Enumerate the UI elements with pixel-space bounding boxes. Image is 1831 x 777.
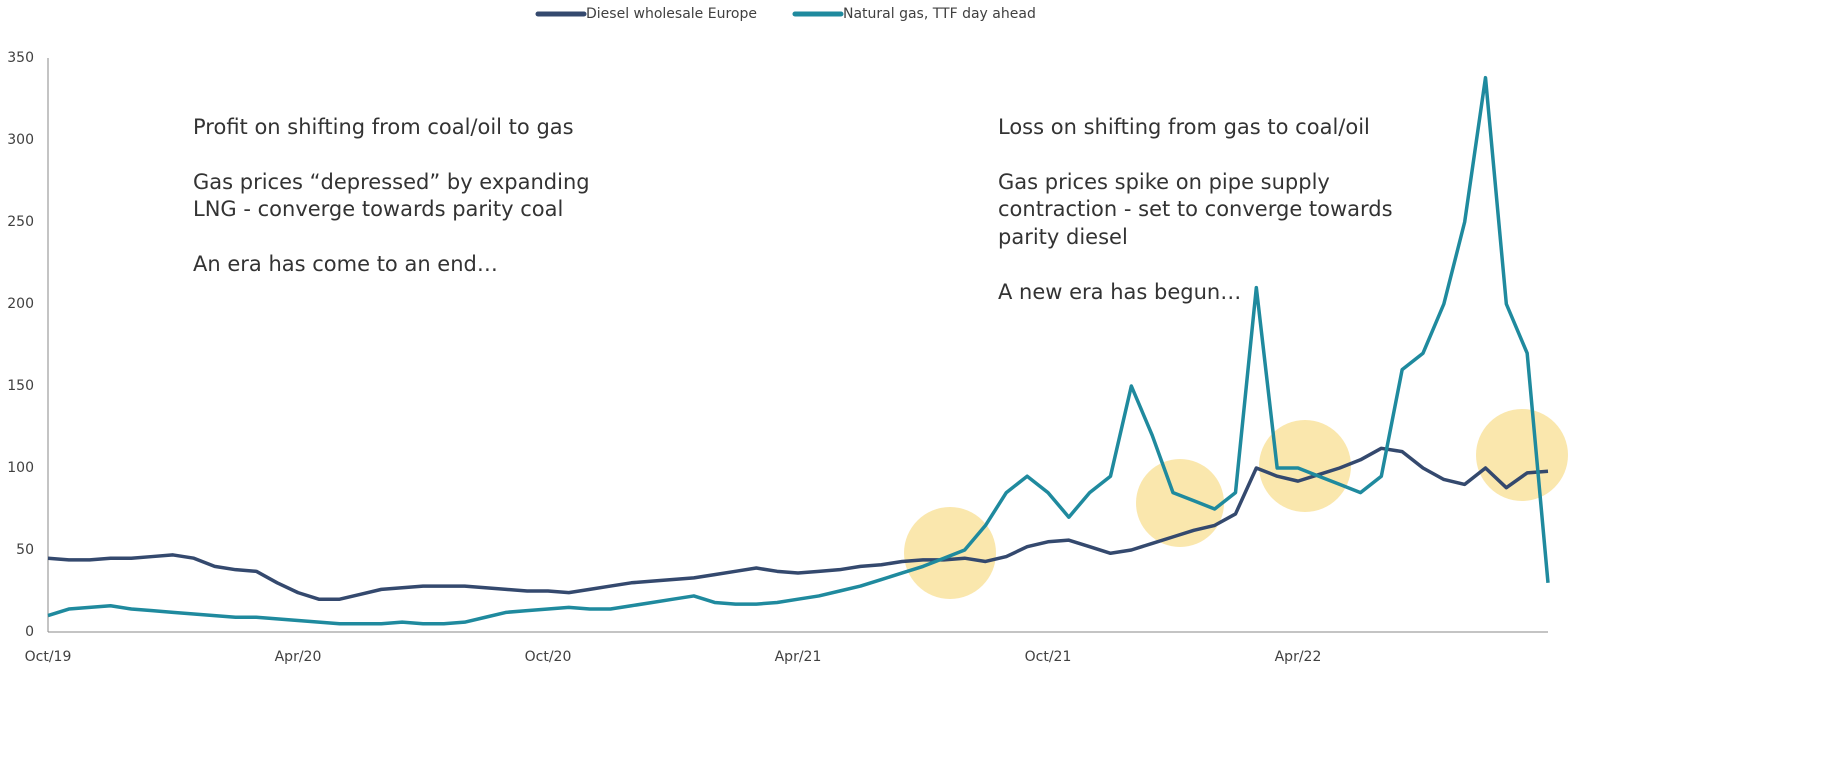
y-tick-label: 250 — [7, 214, 34, 230]
y-tick-label: 200 — [7, 296, 34, 312]
y-tick-label: 300 — [7, 132, 34, 148]
annotation: contraction - set to converge towards — [998, 197, 1393, 221]
y-tick-label: 0 — [25, 624, 34, 640]
highlight-circle — [1476, 409, 1568, 501]
annotation: A new era has begun… — [998, 280, 1241, 304]
annotation: Profit on shifting from coal/oil to gas — [193, 115, 574, 139]
x-tick-label: Oct/21 — [1025, 649, 1072, 665]
legend-label: Diesel wholesale Europe — [586, 6, 757, 22]
series-line — [47, 446, 1549, 601]
y-tick-label: 100 — [7, 460, 34, 476]
annotation: LNG - converge towards parity coal — [193, 197, 563, 221]
y-tick-label: 150 — [7, 378, 34, 394]
series-line — [47, 75, 1550, 626]
annotation: An era has come to an end… — [193, 252, 498, 276]
y-tick-label: 50 — [16, 542, 34, 558]
highlight-circle — [904, 507, 996, 599]
x-tick-label: Apr/20 — [275, 649, 322, 665]
highlights — [904, 409, 1568, 599]
x-tick-label: Apr/21 — [775, 649, 822, 665]
highlight-circle — [1259, 420, 1351, 512]
annotation: parity diesel — [998, 225, 1128, 249]
y-tick-label: 350 — [7, 50, 34, 66]
annotation: Loss on shifting from gas to coal/oil — [998, 115, 1370, 139]
annotation: Gas prices “depressed” by expanding — [193, 170, 590, 194]
highlight-circle — [1136, 459, 1224, 547]
legend-label: Natural gas, TTF day ahead — [843, 6, 1036, 22]
annotation: Gas prices spike on pipe supply — [998, 170, 1330, 194]
x-tick-label: Oct/19 — [25, 649, 72, 665]
x-tick-label: Apr/22 — [1275, 649, 1322, 665]
x-tick-label: Oct/20 — [525, 649, 572, 665]
